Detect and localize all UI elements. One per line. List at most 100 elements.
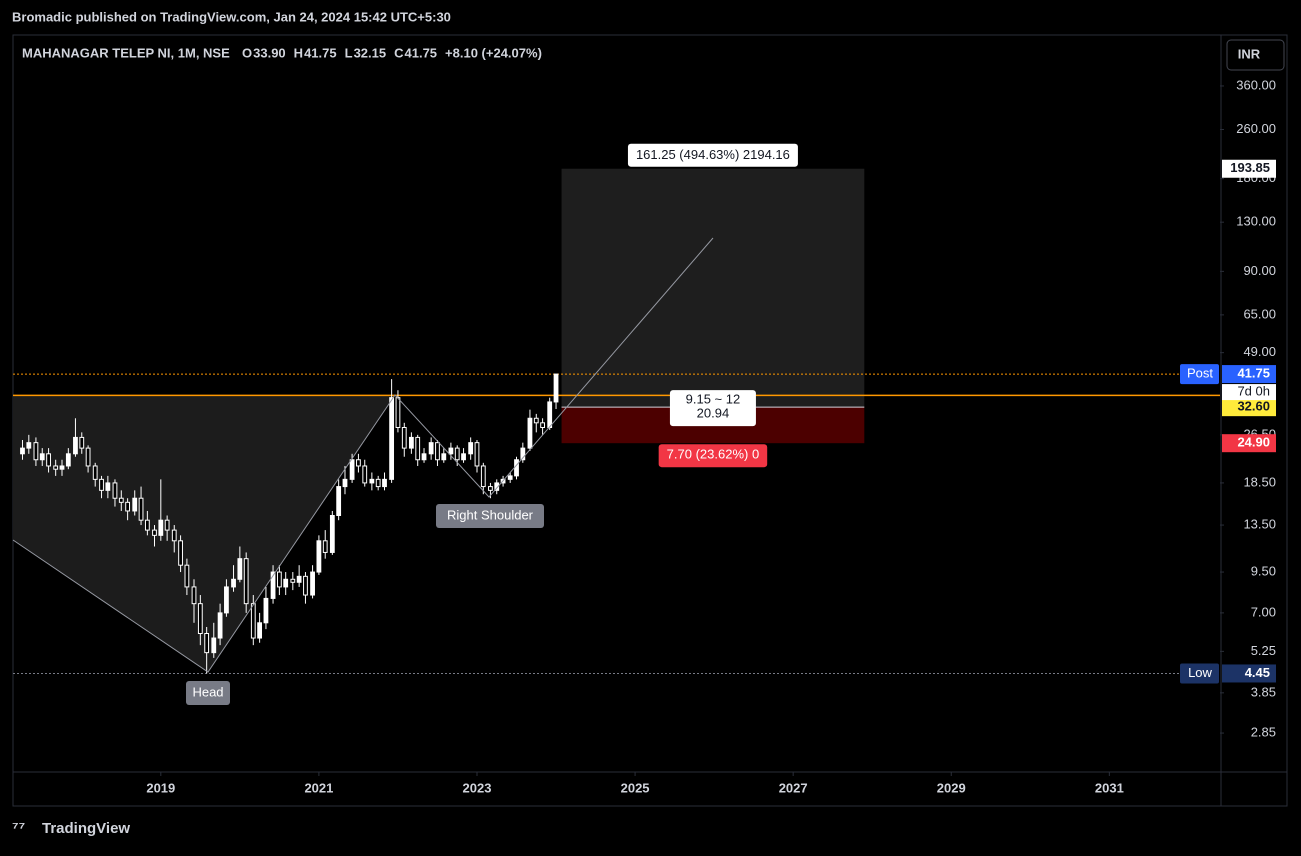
candle-body [488, 486, 493, 491]
y-tick-label: 65.00 [1243, 306, 1276, 321]
candle-body [33, 442, 39, 461]
candle-body [283, 578, 289, 588]
target-zone [561, 168, 865, 408]
candle-body [39, 453, 45, 461]
entry-text: 20.94 [697, 406, 730, 421]
candle-body [118, 497, 124, 503]
candle-body [520, 447, 526, 461]
entry-text: 9.15 ~ 12 [686, 392, 741, 407]
ohlc-legend: O 33.90 H 41.75 L 32.15 C 41.75 +8.10 (+24.07%) [242, 45, 542, 60]
candle-body [461, 453, 466, 461]
candle-body [263, 597, 269, 624]
candle-body [382, 478, 387, 488]
candle-body [79, 436, 85, 449]
candle-body [144, 519, 150, 531]
candle-body [112, 482, 118, 499]
candle-body [428, 442, 434, 455]
candle-body [336, 486, 342, 517]
candle-body [270, 571, 276, 599]
annotation: Head [192, 684, 223, 699]
candle-body [164, 519, 170, 531]
candle-body [224, 586, 229, 614]
legend-key: H [294, 45, 303, 60]
y-tick-label: 90.00 [1243, 263, 1276, 278]
stop-text: 7.70 (23.62%) 0 [667, 447, 760, 462]
price-tag-box [1180, 663, 1219, 684]
candle-body [59, 465, 65, 470]
symbol: MAHANAGAR TELEP NI, 1M, NSE [22, 45, 230, 60]
price-label-box [1222, 365, 1276, 384]
y-tick-label: 260.00 [1236, 121, 1276, 136]
candle-body [231, 578, 236, 588]
candle-body [540, 422, 545, 428]
annotation: Right Shoulder [447, 507, 534, 522]
y-tick-label: 5.25 [1251, 643, 1276, 658]
candle-body [26, 442, 32, 449]
target-text: 161.25 (494.63%) 2194.16 [636, 147, 790, 162]
candle-body [296, 575, 302, 583]
candle-body [553, 373, 559, 403]
y-tick-label: 18.50 [1243, 474, 1276, 489]
stop-text-box [658, 444, 768, 468]
candle-body [53, 465, 59, 470]
countdown-box [1222, 384, 1276, 401]
entry-price-box [1222, 398, 1276, 417]
footer: TradingView [42, 820, 130, 837]
entry-price: 32.60 [1237, 399, 1270, 414]
candle-body [197, 603, 203, 635]
legend-value: 41.75 [304, 45, 337, 60]
candle-body [527, 417, 533, 449]
x-tick-label: 2023 [463, 780, 492, 795]
candle-body [342, 478, 348, 488]
candle-body [276, 571, 282, 588]
countdown: 7d 0h [1237, 384, 1270, 399]
pattern-fill [13, 395, 395, 672]
candle-body [356, 459, 361, 467]
candle-body [250, 603, 256, 639]
target-text-box [627, 143, 798, 167]
candle-body [533, 417, 539, 424]
candle-body [152, 529, 157, 536]
candle-body [243, 558, 249, 605]
candle-body [191, 586, 197, 605]
y-tick-label: 2.85 [1251, 724, 1276, 739]
candle-body [494, 482, 500, 491]
shoulder-label-box [436, 504, 544, 528]
candle-body [178, 540, 183, 566]
price-tag: Low [1188, 665, 1212, 680]
price-tag: Post [1187, 366, 1213, 381]
candle-body [507, 475, 513, 480]
head-label-box [186, 681, 230, 705]
logo: ⁷⁷ [12, 820, 25, 837]
candle-body [415, 436, 421, 461]
x-tick-label: 2029 [937, 780, 966, 795]
legend-value: 33.90 [253, 45, 286, 60]
candle-body [395, 397, 401, 428]
candle-body [204, 633, 210, 654]
plot [13, 168, 1220, 674]
legend-key: O [242, 45, 252, 60]
legend-key: L [345, 45, 353, 60]
candle-body [441, 453, 447, 461]
candle-body [303, 575, 308, 596]
candle-body [547, 401, 553, 428]
price-label: 41.75 [1237, 366, 1270, 381]
y-tick-label: 49.00 [1243, 344, 1276, 359]
x-tick-label: 2027 [779, 780, 808, 795]
candle-body [184, 564, 190, 588]
candle-body [316, 540, 322, 573]
currency[interactable]: INR [1238, 46, 1261, 61]
candle-body [514, 459, 519, 477]
candle-body [105, 482, 111, 491]
target-price-box [1222, 159, 1276, 178]
candle-body [46, 453, 51, 467]
x-tick-label: 2031 [1095, 780, 1124, 795]
pattern-lines [12, 237, 714, 673]
x-tick-label: 2025 [621, 780, 650, 795]
y-tick-label: 7.00 [1251, 604, 1276, 619]
x-tick-label: 2021 [304, 780, 333, 795]
currency-button[interactable] [1226, 39, 1285, 71]
candle-body [448, 447, 454, 455]
candle-body [468, 442, 474, 455]
